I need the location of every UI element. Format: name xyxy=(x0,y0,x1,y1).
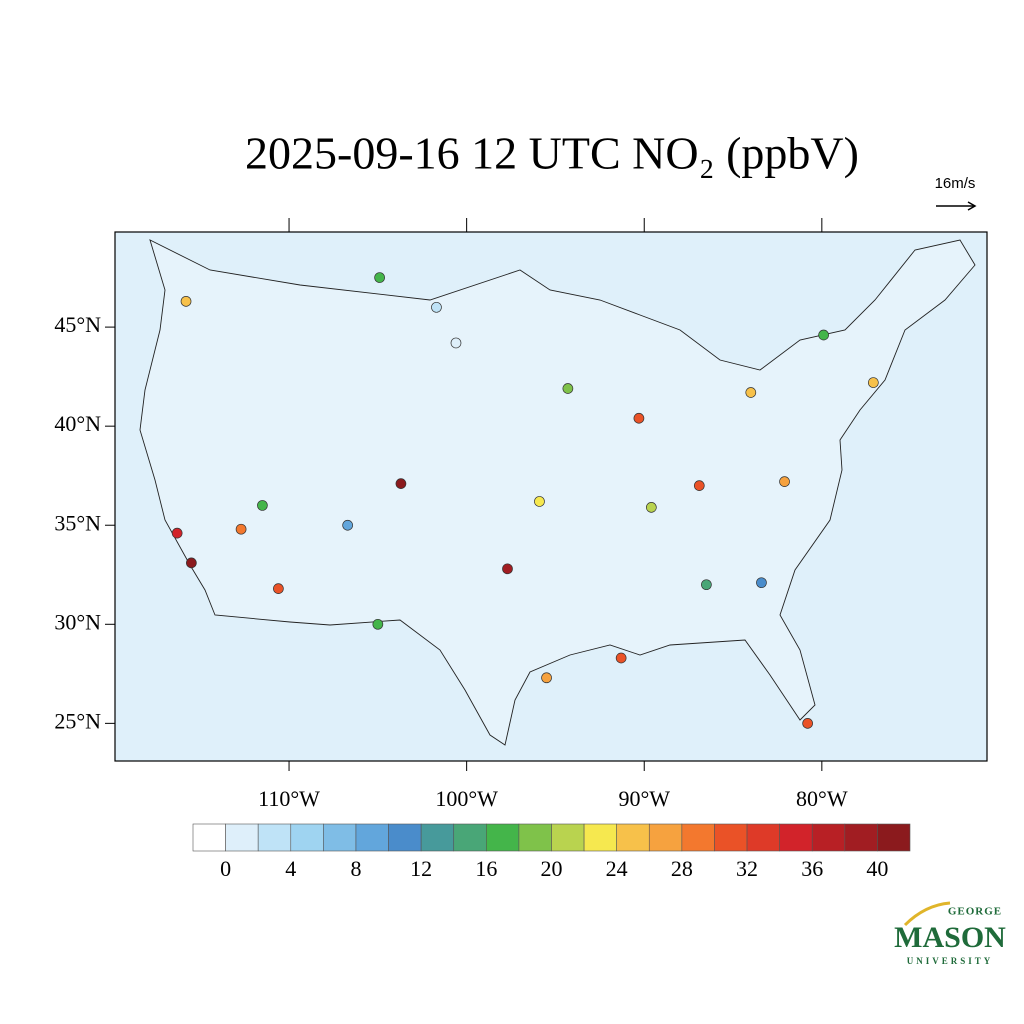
colorbar-box xyxy=(388,823,422,852)
station xyxy=(633,412,645,424)
colorbar-box xyxy=(551,823,585,852)
station xyxy=(745,387,757,398)
colorbar-box xyxy=(225,823,259,852)
station xyxy=(615,652,627,664)
station xyxy=(374,272,385,283)
x-tick-label: 100°W xyxy=(435,786,498,811)
colorbar-tick-label: 28 xyxy=(671,856,693,881)
logo: GEORGE MASON UNIVERSITY xyxy=(894,901,1006,966)
y-tick-label: 25°N xyxy=(54,708,101,733)
station xyxy=(779,476,790,487)
station xyxy=(450,337,462,349)
station xyxy=(342,519,354,531)
colorbar-box xyxy=(681,823,715,852)
station xyxy=(273,583,284,594)
colorbar-box xyxy=(290,823,324,852)
station xyxy=(502,563,513,575)
station xyxy=(235,523,247,535)
logo-bottom: UNIVERSITY xyxy=(907,956,994,966)
colorbar-box xyxy=(648,823,683,852)
station xyxy=(693,480,705,491)
colorbar-tick-label: 8 xyxy=(350,856,361,881)
colorbar-box xyxy=(420,823,455,852)
station xyxy=(171,527,183,539)
station xyxy=(180,295,192,307)
colorbar-tick-label: 24 xyxy=(606,856,628,881)
stations xyxy=(171,272,879,729)
y-tick-label: 30°N xyxy=(54,609,101,634)
station xyxy=(395,478,407,489)
x-tick-label: 110°W xyxy=(258,786,320,811)
y-tick-label: 35°N xyxy=(54,510,101,535)
station xyxy=(867,377,879,388)
logo-top: GEORGE xyxy=(948,906,1002,918)
colorbar-tick-label: 20 xyxy=(541,856,563,881)
colorbar-tick-label: 0 xyxy=(220,856,231,881)
station xyxy=(645,502,657,513)
station xyxy=(756,577,767,589)
x-tick-label: 80°W xyxy=(796,786,848,811)
colorbar-tick-label: 32 xyxy=(736,856,758,881)
station xyxy=(562,383,574,394)
station xyxy=(534,496,545,507)
station xyxy=(431,301,442,313)
colorbar-box xyxy=(583,823,617,852)
colorbar-tick-label: 4 xyxy=(285,856,296,881)
station xyxy=(372,618,384,630)
colorbar-box xyxy=(714,823,748,852)
station xyxy=(818,329,829,341)
colorbar-box xyxy=(616,823,650,852)
coastline xyxy=(139,239,976,746)
axes: 110°W 100°W 90°W 80°W 45°N 40°N 35°N 30°N 25°N xyxy=(54,218,848,811)
colorbar-tick-label: 36 xyxy=(801,856,823,881)
logo-name: MASON xyxy=(894,921,1006,954)
station xyxy=(701,579,712,591)
colorbar-box xyxy=(486,823,520,852)
x-tick-label: 90°W xyxy=(618,786,670,811)
chart-title: 2025-09-16 12 UTC NO₂ (ppbV) xyxy=(245,128,859,179)
colorbar-tick-label: 40 xyxy=(866,856,888,881)
station xyxy=(541,672,552,684)
colorbar-box xyxy=(453,823,487,852)
colorbar-box xyxy=(779,823,813,852)
colorbar-box xyxy=(811,823,846,852)
y-tick-label: 45°N xyxy=(54,312,101,337)
colorbar-box xyxy=(877,823,911,852)
y-tick-label: 40°N xyxy=(54,411,101,436)
reference-vector xyxy=(936,201,977,211)
colorbar: 0 4 8 12 16 20 24 28 32 36 40 xyxy=(192,823,911,881)
colorbar-box xyxy=(746,823,780,852)
colorbar-tick-label: 12 xyxy=(410,856,432,881)
colorbar-box xyxy=(518,823,552,852)
station xyxy=(257,500,268,511)
station xyxy=(186,557,197,569)
colorbar-box xyxy=(323,823,357,852)
colorbar-box xyxy=(192,823,226,852)
station xyxy=(802,718,813,729)
reference-vector-label: 16m/s xyxy=(935,175,976,192)
colorbar-box xyxy=(257,823,292,852)
colorbar-box xyxy=(844,823,878,852)
colorbar-tick-label: 16 xyxy=(475,856,497,881)
colorbar-box xyxy=(355,823,389,852)
